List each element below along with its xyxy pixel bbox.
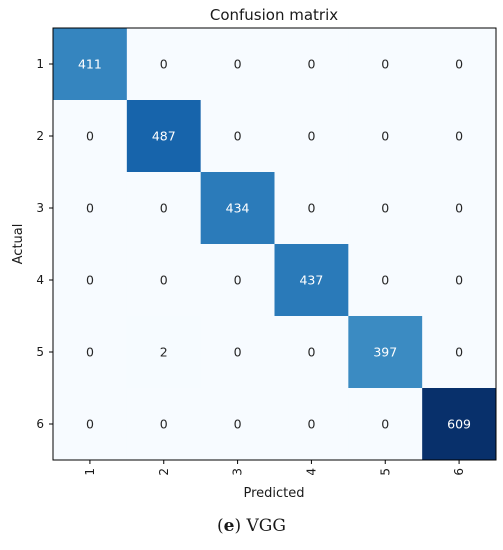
plot-frame	[52, 27, 497, 461]
matrix-value-label: 0	[455, 273, 463, 288]
matrix-cell-r5-c2	[126, 316, 202, 389]
matrix-cell-r6-c4	[274, 388, 349, 461]
matrix-cell-r5-c3	[200, 316, 275, 389]
matrix-cell-r3-c6	[422, 172, 497, 245]
axis-ticks: 1 2 3 4 5 6 1 2 3 4 5 6	[36, 57, 466, 476]
matrix-cell-r1-c3	[200, 28, 275, 101]
matrix-value-label: 434	[226, 201, 250, 216]
matrix-cell-r6-c2	[126, 388, 202, 461]
matrix-value-label: 0	[86, 345, 94, 360]
matrix-cell-r4-c1	[53, 244, 128, 317]
y-tick-label: 5	[36, 345, 44, 359]
matrix-value-label: 397	[373, 345, 397, 360]
x-tick-label: 1	[83, 468, 97, 476]
matrix-cell-r2-c6	[422, 100, 497, 173]
matrix-value-label: 0	[307, 129, 315, 144]
y-tick-label: 1	[36, 57, 44, 71]
matrix-cell-r2-c5	[348, 100, 423, 173]
matrix-value-label: 0	[307, 345, 315, 360]
y-tick-label: 4	[36, 273, 44, 287]
x-tick-label: 3	[231, 468, 245, 476]
matrix-value-label: 0	[234, 417, 242, 432]
matrix-value-label: 0	[160, 273, 168, 288]
matrix-value-label: 0	[381, 57, 389, 72]
matrix-cell-r1-c6	[422, 28, 497, 101]
y-axis-label: Actual	[11, 224, 26, 265]
matrix-cell-r6-c6	[422, 388, 497, 461]
matrix-cell-r1-c2	[126, 28, 202, 101]
matrix-cell-r6-c1	[53, 388, 128, 461]
matrix-cell-r3-c2	[126, 172, 202, 245]
matrix-value-label: 0	[307, 417, 315, 432]
matrix-cell-r5-c4	[274, 316, 349, 389]
matrix-cell-r2-c1	[53, 100, 128, 173]
matrix-value-label: 0	[307, 57, 315, 72]
matrix-cell-r3-c5	[348, 172, 423, 245]
chart-title: Confusion matrix	[210, 6, 338, 24]
matrix-cells: 411 0 0 0 0 0 0 487 0 0 0 0 0 0 434 0 0 0 0 0 0 437 0 0 0 2 0 0 397 0…	[53, 28, 497, 461]
caption-text: VGG	[246, 516, 286, 536]
caption-letter: e	[223, 516, 235, 536]
matrix-value-label: 0	[455, 129, 463, 144]
matrix-value-label: 609	[447, 417, 471, 432]
matrix-value-label: 0	[160, 57, 168, 72]
matrix-cell-r2-c4	[274, 100, 349, 173]
matrix-cell-r4-c5	[348, 244, 423, 317]
x-tick-label: 4	[304, 468, 318, 476]
matrix-cell-r1-c1	[53, 28, 128, 101]
matrix-cell-r5-c6	[422, 316, 497, 389]
matrix-value-label: 0	[234, 345, 242, 360]
matrix-value-label: 0	[455, 57, 463, 72]
matrix-value-label: 0	[234, 57, 242, 72]
matrix-value-label: 0	[234, 129, 242, 144]
matrix-value-label: 0	[381, 417, 389, 432]
y-tick-label: 3	[36, 201, 44, 215]
matrix-value-label: 0	[381, 129, 389, 144]
matrix-value-label: 0	[86, 129, 94, 144]
matrix-cell-r3-c3	[200, 172, 275, 245]
matrix-value-label: 0	[234, 273, 242, 288]
matrix-cell-r6-c3	[200, 388, 275, 461]
matrix-value-label: 0	[86, 201, 94, 216]
matrix-value-label: 0	[160, 417, 168, 432]
matrix-value-label: 2	[160, 345, 168, 360]
matrix-cell-r1-c4	[274, 28, 349, 101]
matrix-cell-r6-c5	[348, 388, 423, 461]
matrix-value-label: 0	[381, 201, 389, 216]
x-axis-label: Predicted	[243, 486, 304, 501]
matrix-value-label: 0	[307, 201, 315, 216]
matrix-value-label: 0	[455, 345, 463, 360]
matrix-value-label: 437	[299, 273, 323, 288]
x-tick-label: 2	[157, 468, 171, 476]
matrix-value-label: 487	[152, 129, 176, 144]
matrix-cell-r4-c4	[274, 244, 349, 317]
matrix-value-label: 0	[86, 273, 94, 288]
matrix-cell-r4-c2	[126, 244, 202, 317]
matrix-cell-r1-c5	[348, 28, 423, 101]
matrix-cell-r3-c4	[274, 172, 349, 245]
matrix-cell-r3-c1	[53, 172, 128, 245]
figure-caption: (e) VGG	[217, 516, 286, 536]
matrix-cell-r2-c2	[126, 100, 202, 173]
matrix-value-label: 0	[381, 273, 389, 288]
matrix-cell-r2-c3	[200, 100, 275, 173]
y-tick-label: 6	[36, 417, 44, 431]
matrix-cell-r5-c5	[348, 316, 423, 389]
matrix-value-label: 411	[78, 57, 102, 72]
matrix-value-label: 0	[160, 201, 168, 216]
matrix-cell-r4-c3	[200, 244, 275, 317]
x-tick-label: 6	[452, 468, 466, 476]
y-tick-label: 2	[36, 129, 44, 143]
x-tick-label: 5	[378, 468, 392, 476]
matrix-cell-r4-c6	[422, 244, 497, 317]
matrix-value-label: 0	[455, 201, 463, 216]
matrix-value-label: 0	[86, 417, 94, 432]
matrix-cell-r5-c1	[53, 316, 128, 389]
